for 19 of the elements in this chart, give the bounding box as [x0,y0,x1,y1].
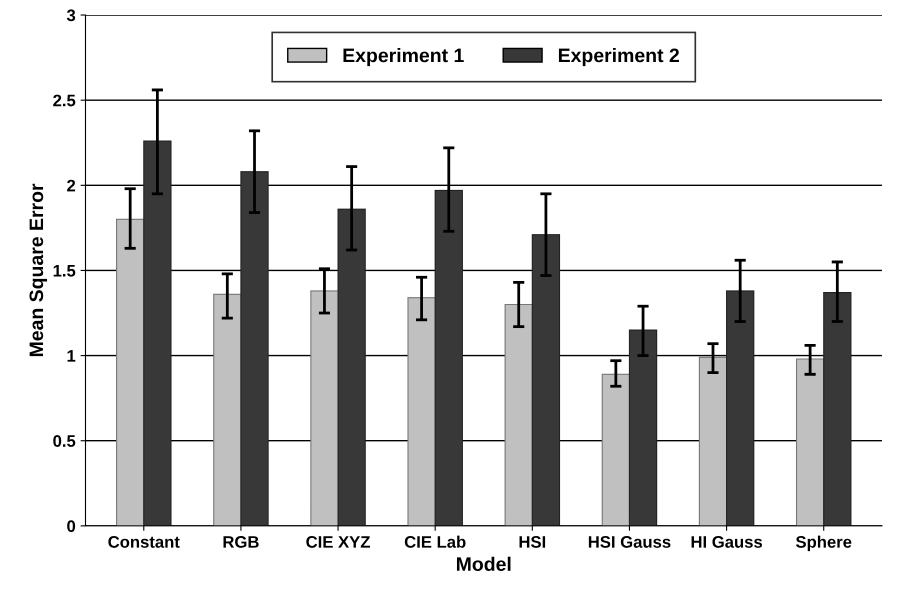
y-tick-label: 2 [67,180,76,192]
x-tick-label: RGB [224,536,259,548]
x-tick-label: HSI [520,536,546,548]
x-tick-label: Constant [108,536,180,548]
y-tick-label: 2.5 [53,94,76,106]
legend-label: Experiment 1 [343,48,464,66]
y-tick-label: 1.5 [54,265,76,277]
y-tick-label: 0 [67,520,76,532]
y-tick-label: 1 [68,350,76,362]
y-tick-label: 3 [66,9,76,22]
x-tick-label: HI Gauss [692,536,762,548]
legend-label: Experiment 2 [558,48,679,66]
x-tick-label: CIE XYZ [306,536,370,548]
x-tick-label: CIE Lab [404,536,466,548]
x-axis-title: Model [456,556,510,571]
y-axis-title: Mean Square Error [29,184,48,356]
y-tick-label: 0.5 [53,435,76,447]
x-tick-label: Sphere [796,536,852,552]
x-tick-label: HSI Gauss [588,536,670,548]
